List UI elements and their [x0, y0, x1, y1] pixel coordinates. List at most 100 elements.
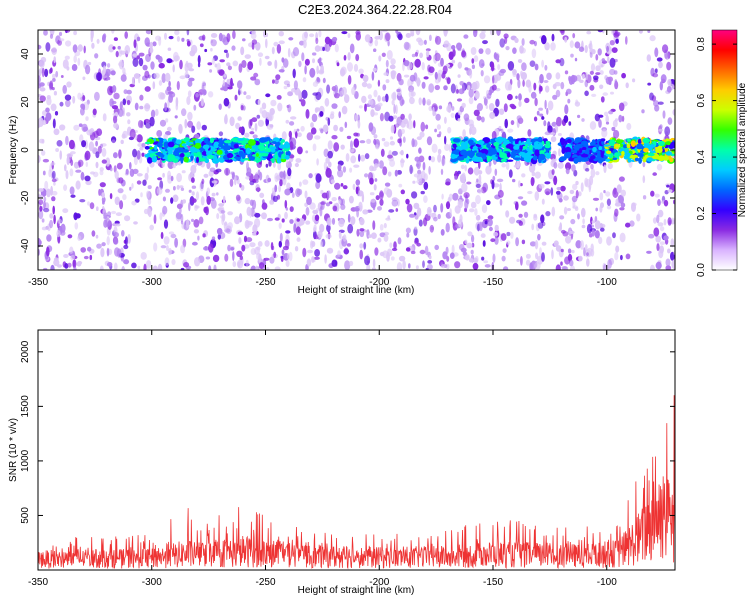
heatmap-cell	[230, 77, 233, 88]
heatmap-cell	[127, 119, 131, 125]
heatmap-cell	[302, 247, 307, 258]
heatmap-cell	[285, 159, 289, 167]
heatmap-cell	[261, 202, 268, 210]
heatmap-cell	[309, 67, 316, 78]
heatmap-cell	[306, 132, 313, 141]
heatmap-cell	[361, 81, 368, 88]
heatmap-cell	[584, 177, 589, 187]
heatmap-cell	[642, 175, 646, 184]
heatmap-cell	[141, 142, 146, 148]
heatmap-cell	[466, 242, 473, 249]
heatmap-cell	[400, 121, 406, 128]
heatmap-cell	[649, 92, 654, 101]
heatmap-cell	[549, 153, 556, 160]
heatmap-cell	[422, 97, 426, 106]
heatmap-cell	[144, 102, 151, 112]
heatmap-cell	[388, 115, 394, 122]
heatmap-cell	[73, 30, 77, 36]
heatmap-cell	[147, 185, 152, 190]
heatmap-cell	[599, 70, 604, 75]
heatmap-cell	[288, 37, 294, 41]
heatmap-cell	[255, 265, 258, 270]
signal-cell	[144, 145, 150, 150]
colorbar-tick-label: 0.4	[696, 150, 707, 164]
heatmap-cell	[163, 236, 170, 245]
signal-cell	[544, 143, 551, 149]
heatmap-cell	[263, 257, 270, 261]
heatmap-cell	[105, 157, 111, 167]
heatmap-cell	[372, 267, 376, 270]
heatmap-cell	[660, 74, 667, 83]
heatmap-cell	[597, 48, 602, 56]
x-tick-label: -200	[369, 277, 389, 288]
heatmap-cell	[519, 45, 524, 54]
heatmap-cell	[234, 216, 241, 225]
heatmap-cell	[279, 171, 284, 178]
heatmap-cell	[445, 181, 451, 186]
heatmap-cell	[251, 117, 258, 123]
heatmap-cell	[220, 215, 224, 219]
heatmap-cell	[528, 83, 532, 93]
heatmap-cell	[428, 255, 432, 260]
heatmap-cell	[73, 266, 77, 270]
heatmap-cell	[165, 245, 169, 251]
signal-cell	[220, 156, 224, 163]
heatmap-cell	[226, 33, 231, 43]
heatmap-cell	[87, 246, 92, 252]
heatmap-cell	[80, 171, 85, 181]
heatmap-cell	[483, 260, 489, 264]
x-tick-label: -200	[369, 577, 389, 588]
heatmap-cell	[446, 105, 452, 113]
heatmap-cell	[349, 43, 355, 54]
heatmap-cell	[459, 214, 463, 223]
heatmap-cell	[642, 195, 647, 200]
heatmap-cell	[359, 249, 364, 260]
heatmap-cell	[515, 201, 519, 211]
heatmap-cell	[440, 203, 444, 213]
heatmap-cell	[372, 204, 376, 211]
heatmap-cell	[310, 127, 317, 135]
heatmap-cell	[172, 194, 179, 203]
heatmap-cell	[533, 82, 537, 91]
heatmap-cell	[96, 38, 100, 44]
heatmap-cell	[188, 189, 192, 193]
heatmap-cell	[657, 222, 664, 227]
heatmap-cell	[312, 92, 319, 96]
heatmap-cell	[625, 82, 629, 89]
heatmap-cell	[103, 212, 108, 220]
heatmap-cell	[433, 55, 436, 60]
heatmap-cell	[137, 265, 141, 270]
heatmap-cell	[381, 137, 386, 142]
heatmap-cell	[161, 73, 166, 84]
heatmap-cell	[481, 116, 485, 123]
heatmap-cell	[101, 192, 105, 199]
heatmap-cell	[464, 67, 469, 71]
heatmap-cell	[473, 109, 480, 117]
heatmap-cell	[184, 62, 189, 73]
heatmap-cell	[206, 161, 211, 170]
heatmap-cell	[448, 51, 454, 60]
signal-cell	[472, 145, 478, 150]
heatmap-cell	[111, 210, 117, 215]
heatmap-cell	[176, 172, 183, 183]
heatmap-cell	[229, 116, 235, 127]
heatmap-cell	[581, 224, 586, 229]
heatmap-cell	[269, 256, 275, 264]
heatmap-cell	[101, 75, 107, 79]
signal-cell	[460, 149, 468, 156]
heatmap-cell	[652, 172, 657, 176]
heatmap-cell	[271, 46, 275, 55]
heatmap-cell	[150, 109, 156, 119]
heatmap-cell	[503, 103, 508, 113]
signal-cell	[612, 157, 618, 161]
heatmap-cell	[503, 33, 509, 39]
signal-cell	[482, 137, 491, 144]
heatmap-cell	[112, 85, 117, 93]
heatmap-cell	[197, 55, 201, 64]
y-tick-label: 0	[20, 147, 31, 153]
heatmap-cell	[585, 168, 590, 172]
signal-cell	[218, 143, 224, 148]
heatmap-cell	[201, 84, 205, 93]
heatmap-cell	[467, 167, 474, 175]
heatmap-cell	[471, 234, 475, 243]
